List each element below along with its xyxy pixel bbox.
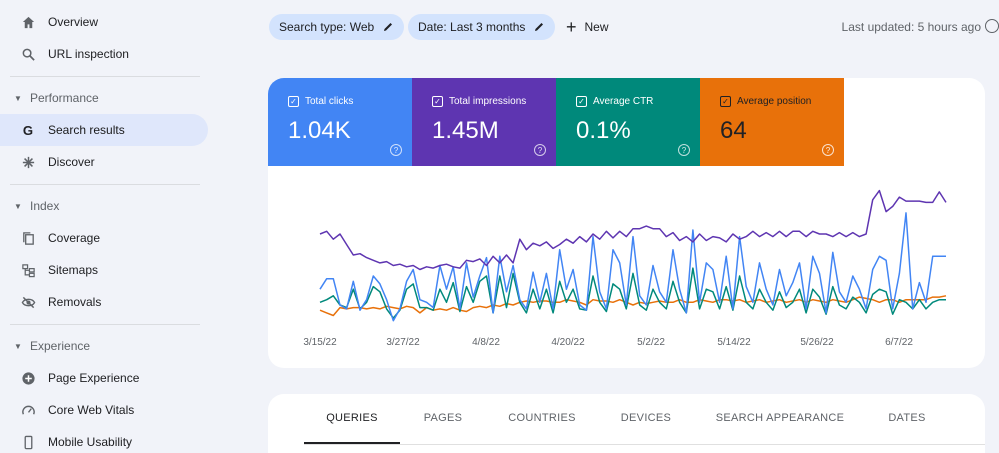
metric-value: 1.04K — [288, 117, 351, 144]
help-icon[interactable]: ? — [678, 144, 690, 156]
sidebar-item-core-web-vitals[interactable]: Core Web Vitals — [0, 394, 208, 426]
sidebar-item-label: Mobile Usability — [48, 435, 133, 449]
plus-icon: + — [566, 17, 577, 37]
series-line-average-position — [319, 295, 947, 317]
metric-label: Total impressions — [449, 96, 527, 107]
section-performance[interactable]: ▼ Performance — [0, 86, 208, 110]
metric-value: 1.45M — [432, 117, 499, 144]
sidebar-item-removals[interactable]: Removals — [0, 286, 208, 318]
file-copy-icon — [20, 230, 36, 246]
metric-average-position[interactable]: ✓ Average position 64 ? — [700, 78, 844, 166]
section-index[interactable]: ▼ Index — [0, 194, 208, 218]
metric-label: Average position — [737, 96, 812, 107]
metric-average-ctr[interactable]: ✓ Average CTR 0.1% ? — [556, 78, 700, 166]
section-label: Experience — [30, 339, 91, 353]
active-tab-indicator — [304, 442, 400, 444]
divider — [10, 324, 200, 325]
tab-countries[interactable]: COUNTRIES — [508, 412, 576, 424]
metric-total-clicks[interactable]: ✓ Total clicks 1.04K ? — [268, 78, 412, 166]
help-icon[interactable]: ? — [822, 144, 834, 156]
chip-label: Date: Last 3 months — [418, 20, 526, 34]
x-axis-tick-label: 4/20/22 — [551, 337, 585, 348]
x-axis-tick-label: 3/27/22 — [386, 337, 420, 348]
sidebar-item-search-results[interactable]: G Search results — [0, 114, 208, 146]
metric-label: Total clicks — [305, 96, 354, 107]
caret-down-icon: ▼ — [14, 93, 22, 103]
section-label: Index — [30, 199, 60, 213]
last-updated-text: Last updated: 5 hours ago — [841, 20, 981, 34]
sidebar-item-label: Removals — [48, 295, 102, 309]
badge-plus-icon — [20, 370, 36, 386]
x-axis-tick-label: 3/15/22 — [303, 337, 337, 348]
date-filter-chip[interactable]: Date: Last 3 months — [408, 14, 556, 40]
sidebar-item-sitemaps[interactable]: Sitemaps — [0, 254, 208, 286]
divider — [10, 184, 200, 185]
edit-pencil-icon — [384, 23, 393, 31]
divider — [304, 444, 985, 445]
sidebar-item-label: Page Experience — [48, 371, 140, 385]
sidebar: Overview URL inspection ▼ Performance G … — [0, 0, 218, 453]
sidebar-item-label: URL inspection — [48, 47, 129, 61]
sidebar-item-label: Discover — [48, 155, 95, 169]
metric-total-impressions[interactable]: ✓ Total impressions 1.45M ? — [412, 78, 556, 166]
tab-search-appearance[interactable]: SEARCH APPEARANCE — [715, 412, 845, 424]
new-label: New — [584, 20, 609, 34]
series-line-total-impressions — [319, 189, 947, 271]
tab-dates[interactable]: DATES — [888, 412, 926, 424]
sidebar-item-mobile-usability[interactable]: Mobile Usability — [0, 426, 208, 453]
x-axis-tick-label: 5/26/22 — [800, 337, 834, 348]
search-type-filter-chip[interactable]: Search type: Web — [269, 14, 405, 40]
performance-line-chart[interactable]: 3/15/22 3/27/22 4/8/22 4/20/22 5/2/22 5/14/22… — [268, 166, 985, 368]
search-icon — [20, 46, 36, 62]
tab-pages[interactable]: PAGES — [423, 412, 463, 424]
edit-pencil-icon — [535, 23, 544, 31]
help-icon[interactable] — [985, 19, 999, 33]
help-icon[interactable]: ? — [534, 144, 546, 156]
x-axis-tick-label: 4/8/22 — [472, 337, 500, 348]
metric-value: 64 — [720, 117, 747, 144]
google-g-icon: G — [20, 122, 36, 138]
x-axis-tick-label: 6/7/22 — [885, 337, 913, 348]
section-label: Performance — [30, 91, 99, 105]
sidebar-item-discover[interactable]: Discover — [0, 146, 208, 178]
svg-text:G: G — [22, 123, 32, 138]
performance-card: ✓ Total clicks 1.04K ? ✓ Total impressions… — [268, 78, 985, 368]
divider — [10, 76, 200, 77]
new-filter-button[interactable]: + New — [566, 14, 609, 40]
metric-label: Average CTR — [593, 96, 654, 107]
sidebar-item-label: Sitemaps — [48, 263, 99, 277]
home-icon — [20, 14, 36, 30]
sidebar-item-page-experience[interactable]: Page Experience — [0, 362, 208, 394]
checkbox-checked-icon[interactable]: ✓ — [288, 96, 299, 107]
tab-devices[interactable]: DEVICES — [620, 412, 672, 424]
series-line-average-ctr — [319, 267, 946, 319]
dimension-tabs-card: QUERIES PAGES COUNTRIES DEVICES SEARCH A… — [268, 394, 985, 453]
sidebar-item-coverage[interactable]: Coverage — [0, 222, 208, 254]
caret-down-icon: ▼ — [14, 341, 22, 351]
checkbox-checked-icon[interactable]: ✓ — [432, 96, 443, 107]
sitemap-icon — [20, 262, 36, 278]
help-icon[interactable]: ? — [390, 144, 402, 156]
sidebar-item-overview[interactable]: Overview — [0, 6, 208, 38]
series-line-total-clicks — [319, 212, 946, 322]
eye-off-icon — [20, 294, 36, 310]
asterisk-icon — [20, 154, 36, 170]
speed-gauge-icon — [20, 402, 36, 418]
checkbox-checked-icon[interactable]: ✓ — [720, 96, 731, 107]
x-axis-tick-label: 5/2/22 — [637, 337, 665, 348]
sidebar-item-label: Core Web Vitals — [48, 403, 135, 417]
tab-queries[interactable]: QUERIES — [326, 412, 378, 424]
x-axis-tick-label: 5/14/22 — [717, 337, 751, 348]
chip-label: Search type: Web — [279, 20, 375, 34]
sidebar-item-label: Overview — [48, 15, 99, 29]
smartphone-icon — [20, 434, 36, 450]
sidebar-item-label: Search results — [48, 123, 125, 137]
sidebar-item-url-inspection[interactable]: URL inspection — [0, 38, 208, 70]
checkbox-checked-icon[interactable]: ✓ — [576, 96, 587, 107]
section-experience[interactable]: ▼ Experience — [0, 334, 208, 358]
caret-down-icon: ▼ — [14, 201, 22, 211]
metric-value: 0.1% — [576, 117, 631, 144]
sidebar-item-label: Coverage — [48, 231, 101, 245]
